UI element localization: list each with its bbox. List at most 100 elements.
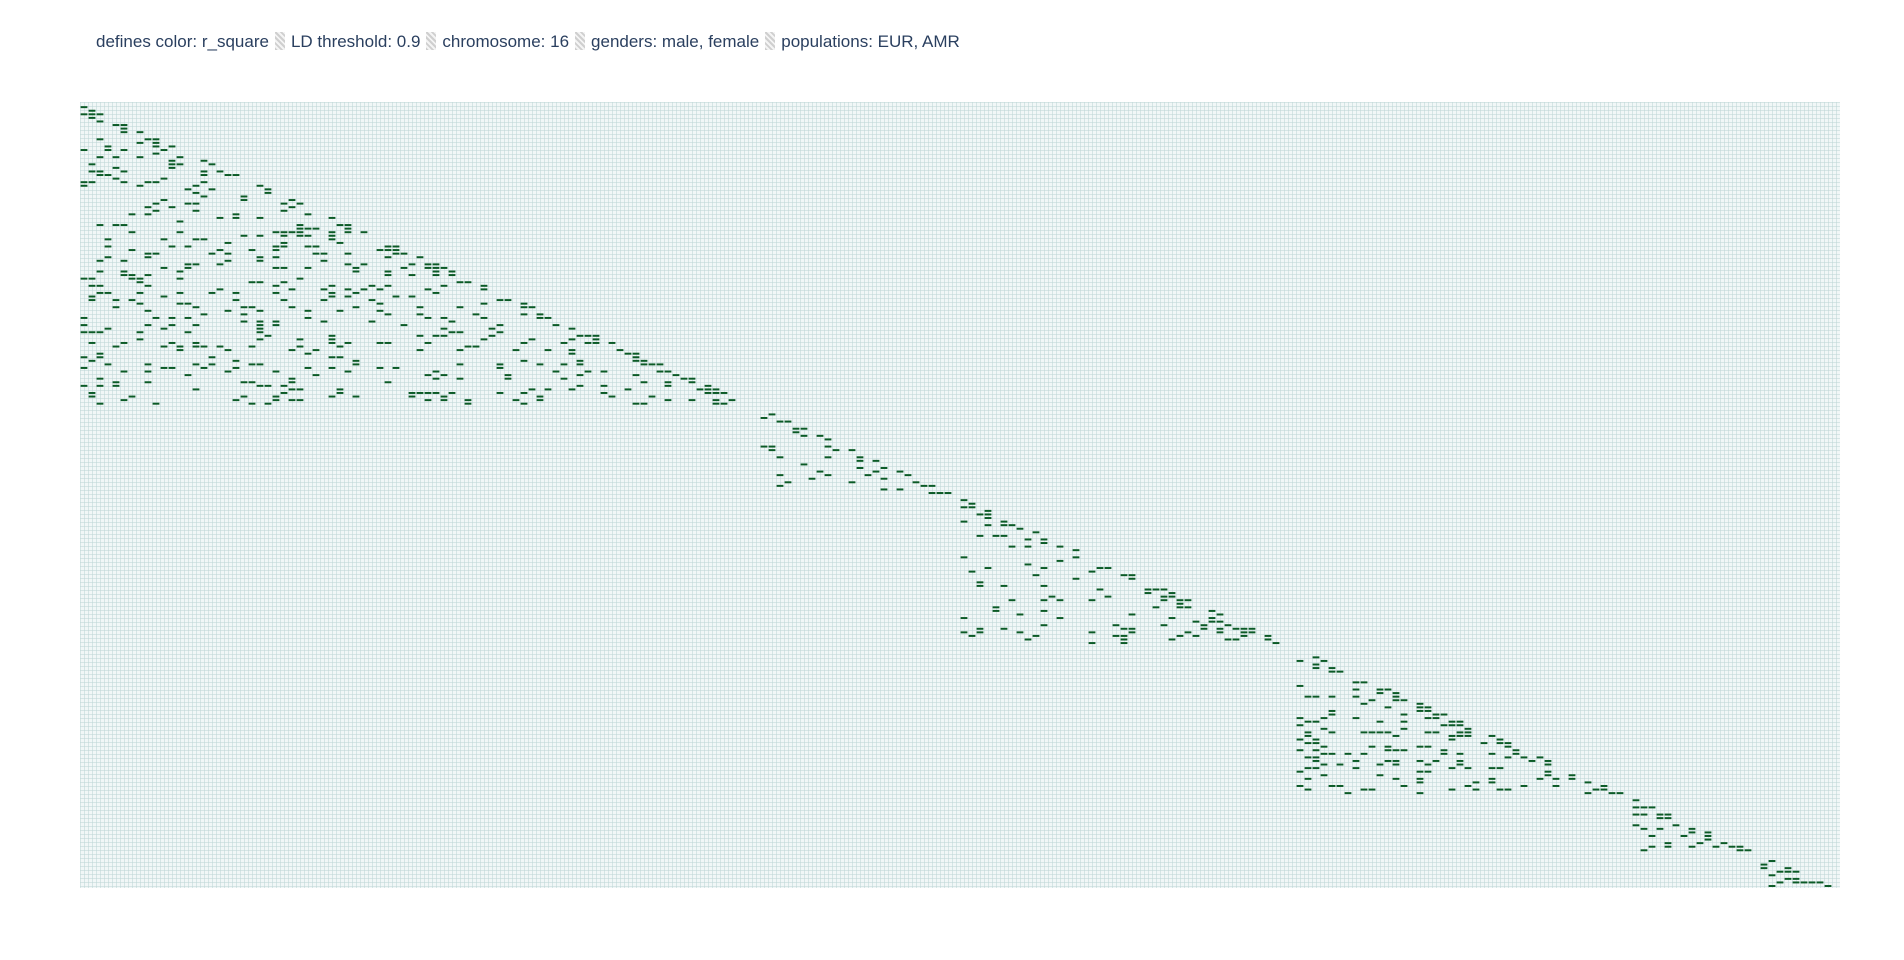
ld-cell[interactable] — [168, 341, 176, 344]
ld-cell[interactable] — [1760, 863, 1768, 866]
ld-cell[interactable] — [1096, 567, 1104, 570]
ld-cell[interactable] — [432, 370, 440, 373]
ld-cell[interactable] — [184, 263, 192, 266]
ld-cell[interactable] — [384, 256, 392, 259]
ld-cell[interactable] — [192, 388, 200, 391]
ld-cell[interactable] — [1664, 845, 1672, 848]
ld-cell[interactable] — [712, 399, 720, 402]
ld-cell[interactable] — [544, 316, 552, 319]
ld-cell[interactable] — [1392, 763, 1400, 766]
ld-cell[interactable] — [112, 299, 120, 302]
ld-cell[interactable] — [1320, 717, 1328, 720]
ld-cell[interactable] — [192, 363, 200, 366]
ld-cell[interactable] — [432, 377, 440, 380]
ld-cell[interactable] — [968, 634, 976, 637]
ld-cell[interactable] — [136, 277, 144, 280]
ld-cell[interactable] — [80, 113, 88, 116]
ld-cell[interactable] — [80, 384, 88, 387]
ld-cell[interactable] — [352, 395, 360, 398]
ld-cell[interactable] — [536, 316, 544, 319]
ld-cell[interactable] — [248, 306, 256, 309]
ld-cell[interactable] — [1552, 784, 1560, 787]
ld-cell[interactable] — [1160, 599, 1168, 602]
ld-cell[interactable] — [416, 391, 424, 394]
ld-cell[interactable] — [168, 245, 176, 248]
ld-cell[interactable] — [464, 399, 472, 402]
ld-cell[interactable] — [256, 256, 264, 259]
ld-cell[interactable] — [1024, 545, 1032, 548]
ld-cell[interactable] — [96, 270, 104, 273]
ld-cell[interactable] — [288, 377, 296, 380]
ld-cell[interactable] — [1232, 627, 1240, 630]
ld-cell[interactable] — [216, 263, 224, 266]
ld-cell[interactable] — [128, 395, 136, 398]
ld-cell[interactable] — [384, 341, 392, 344]
ld-cell[interactable] — [1056, 617, 1064, 620]
ld-cell[interactable] — [1320, 763, 1328, 766]
ld-cell[interactable] — [176, 163, 184, 166]
ld-cell[interactable] — [1456, 720, 1464, 723]
ld-cell[interactable] — [1456, 734, 1464, 737]
ld-cell[interactable] — [984, 509, 992, 512]
ld-cell[interactable] — [584, 334, 592, 337]
ld-cell[interactable] — [1232, 638, 1240, 641]
ld-cell[interactable] — [800, 463, 808, 466]
ld-cell[interactable] — [440, 266, 448, 269]
ld-cell[interactable] — [264, 191, 272, 194]
ld-cell[interactable] — [240, 199, 248, 202]
ld-cell[interactable] — [984, 567, 992, 570]
ld-cell[interactable] — [1648, 806, 1656, 809]
ld-cell[interactable] — [360, 231, 368, 234]
ld-cell[interactable] — [336, 309, 344, 312]
ld-cell[interactable] — [784, 481, 792, 484]
ld-cell[interactable] — [440, 284, 448, 287]
ld-cell[interactable] — [216, 345, 224, 348]
ld-cell[interactable] — [328, 395, 336, 398]
ld-cell[interactable] — [296, 388, 304, 391]
ld-cell[interactable] — [1320, 745, 1328, 748]
ld-cell[interactable] — [1768, 860, 1776, 862]
ld-cell[interactable] — [168, 159, 176, 162]
ld-cell[interactable] — [1360, 788, 1368, 791]
ld-cell[interactable] — [240, 306, 248, 309]
ld-cell[interactable] — [536, 313, 544, 316]
ld-cell[interactable] — [200, 238, 208, 241]
ld-cell[interactable] — [336, 388, 344, 391]
ld-cell[interactable] — [184, 266, 192, 269]
ld-cell[interactable] — [168, 366, 176, 369]
ld-cell[interactable] — [272, 284, 280, 287]
ld-cell[interactable] — [1712, 845, 1720, 848]
ld-cell[interactable] — [280, 202, 288, 205]
ld-cell[interactable] — [192, 324, 200, 327]
ld-cell[interactable] — [656, 370, 664, 373]
ld-cell[interactable] — [1248, 627, 1256, 630]
ld-cell[interactable] — [232, 359, 240, 362]
ld-cell[interactable] — [520, 302, 528, 305]
ld-cell[interactable] — [1672, 824, 1680, 827]
ld-cell[interactable] — [96, 377, 104, 380]
ld-cell[interactable] — [80, 324, 88, 327]
ld-cell[interactable] — [344, 231, 352, 234]
ld-cell[interactable] — [312, 374, 320, 377]
ld-cell[interactable] — [384, 381, 392, 384]
ld-cell[interactable] — [192, 209, 200, 212]
ld-cell[interactable] — [192, 191, 200, 194]
ld-cell[interactable] — [240, 195, 248, 198]
ld-cell[interactable] — [440, 374, 448, 377]
ld-cell[interactable] — [880, 477, 888, 480]
ld-cell[interactable] — [520, 313, 528, 316]
ld-cell[interactable] — [1432, 759, 1440, 762]
ld-cell[interactable] — [304, 309, 312, 312]
ld-cell[interactable] — [1776, 870, 1784, 873]
ld-cell[interactable] — [832, 449, 840, 452]
ld-cell[interactable] — [1824, 885, 1832, 887]
ld-cell[interactable] — [344, 341, 352, 344]
ld-cell[interactable] — [1128, 627, 1136, 630]
ld-cell[interactable] — [1600, 784, 1608, 787]
ld-cell[interactable] — [256, 363, 264, 366]
ld-cell[interactable] — [560, 341, 568, 344]
ld-cell[interactable] — [928, 492, 936, 494]
ld-cell[interactable] — [856, 459, 864, 462]
ld-cell[interactable] — [432, 274, 440, 277]
ld-cell[interactable] — [1768, 874, 1776, 877]
